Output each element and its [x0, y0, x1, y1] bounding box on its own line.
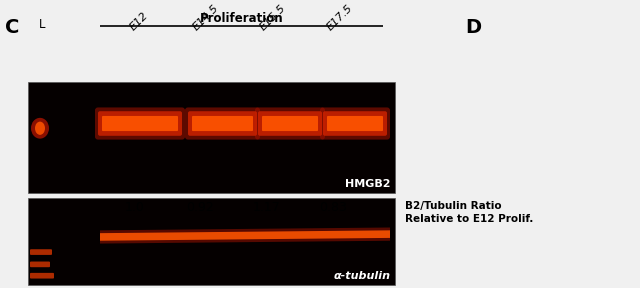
FancyBboxPatch shape	[30, 249, 52, 255]
FancyBboxPatch shape	[192, 116, 253, 131]
FancyBboxPatch shape	[188, 111, 257, 136]
Text: Proliferation: Proliferation	[200, 12, 284, 25]
FancyBboxPatch shape	[95, 107, 185, 140]
Ellipse shape	[35, 122, 45, 135]
Text: 1.0: 1.0	[125, 201, 145, 214]
Text: E14.5: E14.5	[191, 3, 221, 33]
Text: E15.5: E15.5	[258, 3, 287, 33]
FancyBboxPatch shape	[323, 111, 387, 136]
Text: E12: E12	[128, 11, 150, 33]
FancyBboxPatch shape	[30, 262, 50, 267]
Text: 0.83: 0.83	[319, 201, 347, 214]
Text: α-tubulin: α-tubulin	[334, 271, 391, 281]
Text: C: C	[5, 18, 19, 37]
FancyBboxPatch shape	[185, 107, 260, 140]
Text: HMGB2: HMGB2	[346, 179, 391, 189]
FancyBboxPatch shape	[28, 82, 395, 194]
FancyBboxPatch shape	[98, 111, 182, 136]
FancyBboxPatch shape	[28, 198, 395, 285]
FancyBboxPatch shape	[255, 107, 325, 140]
Polygon shape	[100, 230, 390, 241]
Text: 1.17: 1.17	[253, 201, 281, 214]
Text: 0.92: 0.92	[186, 201, 214, 214]
FancyBboxPatch shape	[320, 107, 390, 140]
Text: D: D	[465, 18, 481, 37]
Text: E17.5: E17.5	[325, 3, 355, 33]
FancyBboxPatch shape	[258, 111, 322, 136]
FancyBboxPatch shape	[30, 273, 54, 278]
Polygon shape	[100, 228, 390, 244]
Text: L: L	[39, 18, 45, 31]
FancyBboxPatch shape	[262, 116, 318, 131]
FancyBboxPatch shape	[102, 116, 178, 131]
Ellipse shape	[31, 118, 49, 139]
FancyBboxPatch shape	[327, 116, 383, 131]
Text: B2/Tubulin Ratio
Relative to E12 Prolif.: B2/Tubulin Ratio Relative to E12 Prolif.	[405, 201, 533, 224]
